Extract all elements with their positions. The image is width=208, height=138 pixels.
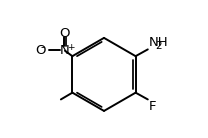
Text: N: N [59,44,69,57]
Text: O: O [59,27,69,40]
Text: F: F [149,100,156,113]
Text: +: + [67,43,75,52]
Text: O: O [35,44,45,57]
Text: 2: 2 [155,41,162,51]
Text: -: - [40,42,44,52]
Text: NH: NH [149,36,168,49]
